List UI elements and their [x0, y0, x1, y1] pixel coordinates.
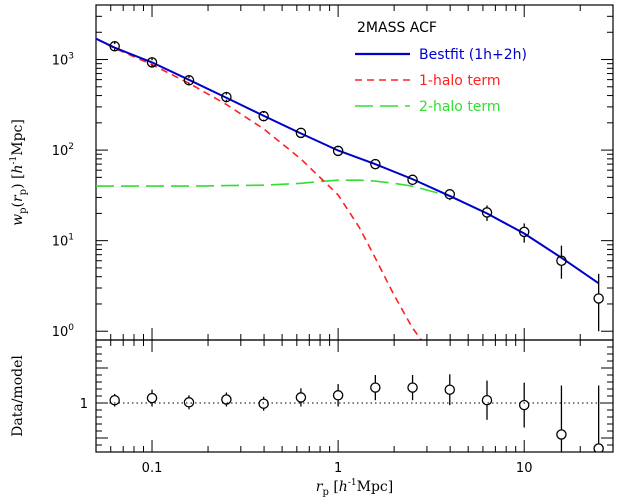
point-marker — [258, 110, 269, 122]
point-marker — [444, 384, 456, 395]
point-marker — [109, 394, 120, 406]
main-frame — [95, 4, 614, 341]
legend-entry: 2-halo term — [419, 99, 501, 115]
ratio-point — [407, 375, 418, 401]
ratio-point — [481, 380, 493, 420]
point-marker — [556, 255, 567, 266]
ratio-point — [518, 382, 530, 428]
point-marker — [109, 41, 120, 52]
x-tick-label: 10 — [516, 461, 533, 476]
series-line-solid — [96, 37, 599, 284]
data-point — [258, 110, 269, 122]
x-tick-label: 1 — [334, 461, 342, 476]
ratio-point — [221, 392, 232, 407]
ratio-y-axis-label: Data/model — [10, 355, 26, 437]
point-marker — [221, 394, 232, 405]
model-curves — [96, 37, 599, 340]
point-marker — [295, 392, 307, 403]
ratio-point — [556, 385, 567, 452]
main-y-axis-label: wp(rp) [h-1Mpc] — [9, 119, 29, 226]
data-points — [109, 41, 604, 332]
axis-labels: wp(rp) [h-1Mpc] Data/model rp [h-1Mpc] — [9, 119, 393, 498]
data-point — [518, 223, 530, 243]
point-marker — [556, 429, 567, 440]
ratio-point — [332, 384, 344, 407]
y-tick-label: 100 — [52, 323, 75, 340]
ratio-point — [295, 388, 307, 407]
ratio-point — [109, 393, 120, 407]
data-point — [556, 245, 567, 279]
ratio-point — [370, 375, 381, 401]
point-marker — [518, 226, 530, 238]
point-marker — [295, 127, 307, 139]
y-tick-label: 103 — [52, 52, 74, 69]
data-point — [183, 75, 195, 86]
series-line-short-dash — [96, 37, 422, 340]
x-axis-label: rp [h-1Mpc] — [316, 478, 393, 498]
data-point — [481, 205, 493, 221]
series-line-long-dash — [96, 179, 599, 284]
point-marker — [407, 174, 418, 186]
point-marker — [332, 145, 344, 157]
ratio-panel: 1 0.1 1 10 — [80, 339, 614, 476]
legend: 2MASS ACF Bestfit (1h+2h) 1-halo term 2-hal… — [355, 20, 527, 115]
ratio-points — [109, 374, 604, 452]
data-point — [444, 189, 456, 201]
legend-entry: Bestfit (1h+2h) — [419, 47, 527, 63]
ratio-point — [593, 385, 604, 452]
point-marker — [481, 394, 493, 406]
point-marker — [481, 207, 493, 218]
ratio-frame — [95, 339, 614, 453]
data-point — [146, 57, 158, 68]
data-point — [221, 91, 232, 103]
ratio-point — [258, 396, 269, 411]
x-tick-label: 0.1 — [142, 461, 163, 476]
data-point — [332, 145, 344, 157]
point-marker — [370, 158, 381, 170]
legend-title: 2MASS ACF — [357, 20, 437, 36]
y-tick-label: 101 — [52, 233, 74, 250]
point-marker — [370, 382, 381, 393]
point-marker — [407, 382, 418, 393]
main-panel: 100 101 102 103 — [52, 4, 614, 341]
legend-entry: 1-halo term — [419, 73, 501, 89]
y-tick-label: 1 — [80, 397, 88, 412]
point-marker — [146, 392, 158, 404]
point-marker — [593, 293, 604, 304]
point-marker — [221, 91, 232, 103]
point-marker — [146, 57, 158, 68]
point-marker — [444, 189, 456, 200]
data-point — [370, 158, 381, 170]
point-marker — [183, 75, 195, 86]
point-marker — [258, 398, 269, 409]
data-point — [109, 41, 120, 52]
point-marker — [593, 443, 604, 452]
data-point — [593, 273, 604, 332]
ratio-point — [146, 389, 158, 407]
point-marker — [332, 390, 344, 401]
y-tick-label: 102 — [52, 142, 74, 159]
point-marker — [518, 399, 530, 411]
data-point — [295, 127, 307, 139]
ratio-point — [183, 395, 195, 410]
data-point — [407, 174, 418, 186]
ratio-point — [444, 374, 456, 406]
point-marker — [183, 397, 195, 408]
